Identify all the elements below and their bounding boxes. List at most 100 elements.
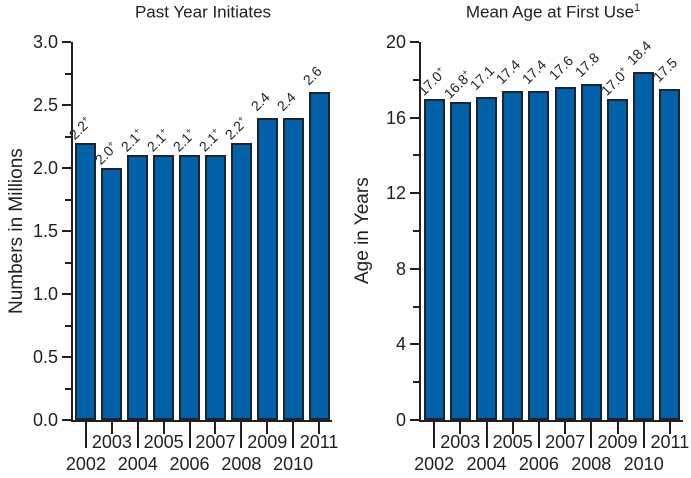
y-tick-label: 1.5	[32, 221, 58, 241]
bar-2002	[423, 98, 445, 420]
y-tick	[410, 343, 419, 346]
x-tick	[485, 422, 488, 448]
y-axis-line	[71, 42, 73, 422]
y-tick	[62, 230, 71, 232]
chart-title-text: Past Year Initiates	[134, 2, 272, 22]
bar-2004	[476, 96, 497, 420]
y-tick-label: 0.0	[32, 410, 58, 430]
y-minor-tick	[413, 78, 419, 81]
x-tick-label: 2007	[545, 432, 586, 452]
x-tick	[511, 422, 514, 434]
bar-value-label: 17.4	[519, 56, 550, 88]
bar-value-label: 18.4	[623, 37, 655, 69]
significance-superscript: +	[616, 63, 628, 75]
x-axis-line	[419, 420, 683, 422]
y-tick-label: 4	[395, 334, 406, 355]
x-tick-label: 2006	[169, 454, 210, 474]
y-minor-tick	[65, 387, 71, 390]
bar-2007	[554, 87, 576, 420]
y-minor-tick	[413, 305, 419, 308]
x-tick	[214, 422, 217, 434]
x-tick	[110, 422, 113, 434]
x-tick-label: 2003	[440, 432, 481, 452]
y-minor-tick	[413, 230, 419, 232]
y-tick	[62, 167, 71, 169]
x-tick-label: 2009	[247, 432, 288, 452]
bar-2011	[308, 92, 330, 420]
bar-value-label: 17.1	[466, 62, 498, 93]
x-tick-label: 2003	[91, 432, 132, 452]
bar-2005	[153, 155, 175, 420]
bar-value-label: 17.5	[650, 54, 681, 86]
y-tick	[410, 41, 419, 43]
bar-2011	[659, 89, 681, 420]
x-tick-label: 2010	[623, 454, 664, 474]
x-tick	[240, 422, 243, 448]
x-tick-label: 2009	[597, 432, 638, 452]
y-tick	[410, 267, 419, 270]
x-tick-label: 2004	[466, 454, 507, 474]
y-axis-line	[419, 42, 421, 422]
y-minor-tick	[65, 72, 71, 75]
y-tick-label: 2.0	[32, 158, 58, 178]
bar-2009	[256, 117, 278, 420]
x-tick-label: 2008	[571, 454, 612, 474]
bar-2003	[101, 168, 123, 420]
x-tick	[459, 422, 462, 434]
bar-2005	[502, 91, 524, 420]
x-tick	[590, 422, 593, 448]
y-minor-tick	[65, 198, 71, 201]
x-tick	[642, 422, 645, 448]
x-tick	[318, 422, 321, 434]
y-tick-label: 0.5	[32, 347, 58, 367]
chart-title-text: Mean Age at First Use	[465, 2, 635, 22]
y-tick	[410, 116, 419, 119]
y-minor-tick	[65, 135, 71, 138]
x-tick-label: 2002	[414, 454, 455, 474]
y-tick-label: 1.0	[32, 284, 58, 304]
chart-title: Past Year Initiates	[135, 2, 271, 23]
chart-title-superscript: 1	[634, 2, 641, 14]
x-tick-label: 2005	[492, 432, 533, 452]
chart-title: Mean Age at First Use1	[466, 2, 640, 23]
bar-2006	[179, 155, 201, 420]
bar-2003	[449, 102, 471, 420]
x-tick	[433, 422, 436, 448]
y-tick-label: 8	[395, 258, 406, 279]
x-axis-line	[71, 420, 332, 422]
x-tick	[162, 422, 165, 434]
y-tick	[62, 104, 71, 106]
y-tick	[410, 192, 419, 195]
x-tick	[616, 422, 619, 434]
y-tick	[62, 356, 71, 358]
x-tick-label: 2007	[195, 432, 236, 452]
bar-2008	[580, 83, 602, 420]
bar-value-label: 17.8	[571, 48, 603, 80]
x-tick	[136, 422, 139, 448]
x-tick-label: 2002	[65, 454, 106, 474]
x-tick	[84, 422, 87, 448]
y-tick	[410, 419, 419, 421]
y-minor-tick	[413, 154, 419, 157]
bar-2004	[127, 155, 149, 420]
y-tick-label: 20	[385, 32, 406, 52]
bar-2010	[282, 117, 304, 420]
y-tick	[62, 419, 71, 421]
y-tick-label: 2.5	[32, 95, 58, 115]
bar-2006	[528, 91, 550, 420]
bar-2007	[204, 155, 226, 420]
bar-value-label: 17.4	[492, 56, 524, 88]
x-tick	[266, 422, 269, 434]
y-minor-tick	[65, 324, 71, 327]
y-minor-tick	[65, 261, 71, 264]
x-tick	[537, 422, 540, 448]
x-tick-label: 2010	[273, 454, 314, 474]
x-tick-label: 2006	[518, 454, 559, 474]
y-tick-label: 0	[395, 410, 406, 430]
significance-superscript: +	[459, 67, 471, 79]
y-tick-label: 12	[385, 183, 406, 204]
